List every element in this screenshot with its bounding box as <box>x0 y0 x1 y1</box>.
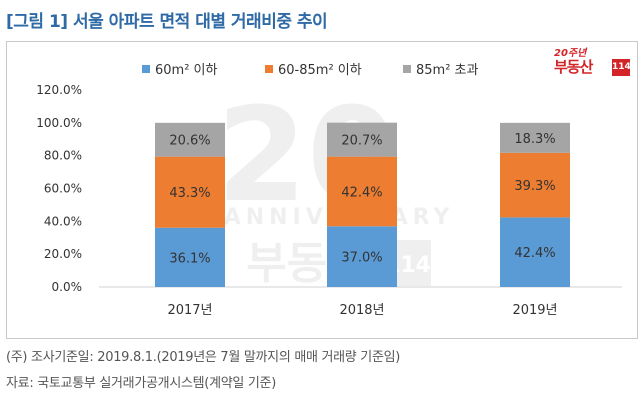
bar-segment <box>500 152 570 218</box>
legend-swatch <box>403 65 411 73</box>
footnote-survey-date: (주) 조사기준일: 2019.8.1.(2019년은 7월 말까지의 매매 거… <box>6 350 401 365</box>
data-label: 20.7% <box>341 134 382 149</box>
y-tick-label: 0.0% <box>52 280 83 294</box>
chart-area: 20ANNIVERSARY부동산1140.0%20.0%40.0%60.0%80… <box>6 41 638 339</box>
legend-swatch <box>142 65 150 73</box>
footnote-source: 자료: 국토교통부 실거래가공개시스템(계약일 기준) <box>6 376 276 391</box>
data-label: 20.6% <box>169 134 210 149</box>
brand-logo: 20주년 부동산 114 <box>554 48 631 77</box>
x-tick-label: 2018년 <box>339 303 384 318</box>
y-tick-label: 80.0% <box>44 149 82 163</box>
legend-label: 60m² 이하 <box>155 63 218 78</box>
bar-segment <box>327 156 397 227</box>
y-tick-label: 40.0% <box>44 214 82 228</box>
logo-anniversary-text: 20주년 <box>554 48 587 59</box>
data-label: 36.1% <box>169 251 210 266</box>
y-tick-label: 120.0% <box>36 83 82 97</box>
chart-title: [그림 1] 서울 아파트 면적 대별 거래비중 추이 <box>6 12 328 32</box>
x-tick-label: 2019년 <box>512 303 557 318</box>
logo-number-badge: 114 <box>612 59 631 76</box>
y-tick-label: 20.0% <box>44 247 82 261</box>
y-tick-label: 100.0% <box>36 116 82 130</box>
legend-swatch <box>265 65 273 73</box>
data-label: 43.3% <box>169 186 210 201</box>
bar-segment <box>327 226 397 287</box>
bar-segment <box>327 122 397 157</box>
bar-segment <box>500 122 570 153</box>
bar-segment <box>500 217 570 287</box>
stacked-bar-chart: 20ANNIVERSARY부동산1140.0%20.0%40.0%60.0%80… <box>36 63 622 318</box>
data-label: 39.3% <box>514 179 555 194</box>
bar-segment <box>155 156 225 228</box>
data-label: 42.4% <box>341 185 382 200</box>
bar-segment <box>155 122 225 157</box>
legend-label: 85m² 초과 <box>416 63 479 78</box>
x-tick-label: 2017년 <box>167 303 212 318</box>
legend-label: 60-85m² 이하 <box>278 63 362 78</box>
data-label: 42.4% <box>514 246 555 261</box>
logo-brand-text: 부동산 <box>554 58 593 76</box>
bar-segment <box>155 227 225 287</box>
data-label: 37.0% <box>341 251 382 266</box>
data-label: 18.3% <box>514 132 555 147</box>
y-tick-label: 60.0% <box>44 182 82 196</box>
